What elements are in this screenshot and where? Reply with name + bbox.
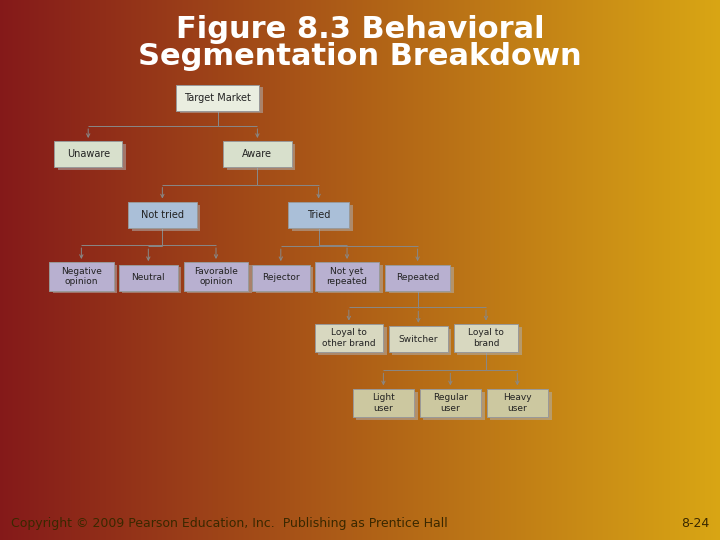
- Text: Repeated: Repeated: [396, 273, 439, 282]
- Text: Copyright © 2009 Pearson Education, Inc.  Publishing as Prentice Hall: Copyright © 2009 Pearson Education, Inc.…: [11, 517, 448, 530]
- FancyBboxPatch shape: [132, 205, 200, 231]
- Text: Rejector: Rejector: [262, 273, 300, 282]
- FancyBboxPatch shape: [227, 144, 295, 170]
- FancyBboxPatch shape: [180, 87, 263, 113]
- Text: Target Market: Target Market: [184, 93, 251, 103]
- FancyBboxPatch shape: [256, 267, 313, 293]
- Text: Neutral: Neutral: [132, 273, 165, 282]
- Text: Unaware: Unaware: [67, 150, 109, 159]
- Text: Loyal to
brand: Loyal to brand: [468, 328, 504, 348]
- Text: Tried: Tried: [307, 210, 330, 220]
- Text: Segmentation Breakdown: Segmentation Breakdown: [138, 42, 582, 71]
- Text: Light
user: Light user: [372, 393, 395, 413]
- FancyBboxPatch shape: [356, 392, 418, 420]
- Text: Heavy
user: Heavy user: [503, 393, 531, 413]
- FancyBboxPatch shape: [252, 265, 310, 291]
- Text: Negative
opinion: Negative opinion: [61, 267, 102, 286]
- FancyBboxPatch shape: [392, 329, 451, 355]
- FancyBboxPatch shape: [315, 262, 379, 291]
- Text: Favorable
opinion: Favorable opinion: [194, 267, 238, 286]
- FancyBboxPatch shape: [292, 205, 353, 231]
- FancyBboxPatch shape: [385, 265, 450, 291]
- FancyBboxPatch shape: [184, 262, 248, 291]
- Text: Not yet
repeated: Not yet repeated: [327, 267, 367, 286]
- FancyBboxPatch shape: [49, 262, 114, 291]
- Text: Switcher: Switcher: [399, 335, 438, 343]
- Text: Aware: Aware: [243, 150, 272, 159]
- FancyBboxPatch shape: [315, 324, 383, 352]
- FancyBboxPatch shape: [58, 144, 126, 170]
- FancyBboxPatch shape: [423, 392, 485, 420]
- Text: Not tried: Not tried: [141, 210, 184, 220]
- FancyBboxPatch shape: [223, 141, 292, 167]
- FancyBboxPatch shape: [318, 265, 383, 293]
- FancyBboxPatch shape: [389, 267, 454, 293]
- FancyBboxPatch shape: [353, 389, 414, 417]
- Text: 8-24: 8-24: [681, 517, 709, 530]
- FancyBboxPatch shape: [119, 265, 178, 291]
- FancyBboxPatch shape: [420, 389, 481, 417]
- FancyBboxPatch shape: [454, 324, 518, 352]
- Text: Loyal to
other brand: Loyal to other brand: [322, 328, 376, 348]
- FancyBboxPatch shape: [288, 202, 349, 228]
- FancyBboxPatch shape: [53, 265, 117, 293]
- FancyBboxPatch shape: [128, 202, 197, 228]
- FancyBboxPatch shape: [176, 85, 259, 111]
- FancyBboxPatch shape: [54, 141, 122, 167]
- Text: Figure 8.3 Behavioral: Figure 8.3 Behavioral: [176, 15, 544, 44]
- FancyBboxPatch shape: [187, 265, 252, 293]
- FancyBboxPatch shape: [490, 392, 552, 420]
- FancyBboxPatch shape: [457, 327, 522, 355]
- FancyBboxPatch shape: [318, 327, 387, 355]
- FancyBboxPatch shape: [122, 267, 181, 293]
- FancyBboxPatch shape: [389, 326, 448, 352]
- FancyBboxPatch shape: [487, 389, 548, 417]
- Text: Regular
user: Regular user: [433, 393, 468, 413]
